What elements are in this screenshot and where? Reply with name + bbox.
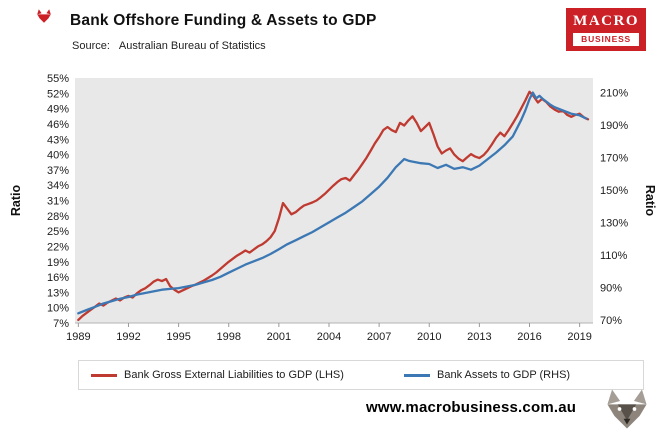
legend-swatch-red-line	[91, 373, 117, 377]
line-chart: 7% 10% 13% 16% 19% 22% 25% 28% 31% 34% 37% 40% 43% 46…	[9, 73, 657, 343]
x-axis-tick-label: 1989	[66, 331, 90, 343]
brand-mark-icon	[37, 9, 51, 23]
x-axis-tick-label: 2001	[267, 331, 291, 343]
left-axis-tick-label: 10%	[47, 303, 69, 315]
x-axis-tick-label: 2013	[467, 331, 491, 343]
series-line-lhs	[77, 90, 590, 322]
left-axis-tick-label: 34%	[47, 180, 69, 192]
left-axis-tick-label: 22%	[47, 241, 69, 253]
source-value: Australian Bureau of Statistics	[118, 40, 266, 52]
wolf-logo-icon	[607, 389, 647, 429]
legend-item-rhs: Bank Assets to GDP (RHS)	[404, 369, 570, 381]
legend-swatch-blue-line	[404, 373, 430, 377]
left-axis-tick-label: 46%	[47, 119, 69, 131]
right-axis-tick-label: 90%	[600, 282, 622, 294]
left-axis-tick-label: 40%	[47, 150, 69, 162]
left-axis-tick-label: 25%	[47, 226, 69, 238]
series-line-rhs	[77, 91, 588, 315]
plot-area	[75, 78, 593, 323]
right-axis-tick-label: 70%	[600, 315, 622, 327]
left-axis-tick-label: 37%	[47, 165, 69, 177]
logo-text-macro: MACRO	[573, 13, 639, 29]
left-axis-tick-label: 49%	[47, 104, 69, 116]
right-axis-tick-label: 170%	[600, 153, 628, 165]
x-axis-tick-label: 2007	[367, 331, 391, 343]
chart-legend: Bank Gross External Liabilities to GDP (…	[78, 360, 644, 390]
chart-source: Source: Australian Bureau of Statistics	[72, 40, 266, 52]
x-axis-tick-label: 2019	[567, 331, 591, 343]
right-axis-tick-label: 130%	[600, 217, 628, 229]
legend-label-rhs: Bank Assets to GDP (RHS)	[437, 369, 571, 381]
left-axis-tick-label: 55%	[47, 73, 69, 85]
left-axis-tick-label: 16%	[47, 272, 69, 284]
macrobusiness-logo: MACRO BUSINESS	[566, 8, 646, 51]
right-axis-tick-label: 190%	[600, 120, 628, 132]
source-label: Source:	[72, 40, 110, 52]
right-axis-tick-label: 110%	[600, 250, 628, 262]
left-axis-tick-label: 28%	[47, 211, 69, 223]
x-axis-tick-label: 2004	[317, 331, 341, 343]
left-axis-tick-label: 13%	[47, 287, 69, 299]
x-axis-tick-label: 1995	[166, 331, 190, 343]
x-axis-tick-label: 2010	[417, 331, 441, 343]
right-axis-tick-label: 210%	[600, 88, 628, 100]
website-url: www.macrobusiness.com.au	[366, 399, 577, 416]
logo-text-business: BUSINESS	[573, 33, 639, 46]
x-axis-tick-label: 2016	[517, 331, 541, 343]
left-axis-title: Ratio	[9, 185, 23, 217]
chart-title: Bank Offshore Funding & Assets to GDP	[70, 12, 377, 29]
left-axis-tick-label: 52%	[47, 88, 69, 100]
x-axis-tick-label: 1992	[116, 331, 140, 343]
left-axis-tick-label: 31%	[47, 196, 69, 208]
left-axis-tick-label: 19%	[47, 257, 69, 269]
x-axis-tick-label: 1998	[216, 331, 240, 343]
right-axis-tick-label: 150%	[600, 185, 628, 197]
right-axis-title: Ratio	[643, 185, 657, 217]
left-axis-tick-label: 7%	[53, 318, 69, 330]
legend-label-lhs: Bank Gross External Liabilities to GDP (…	[124, 369, 344, 381]
legend-item-lhs: Bank Gross External Liabilities to GDP (…	[91, 369, 344, 381]
left-axis-tick-label: 43%	[47, 134, 69, 146]
